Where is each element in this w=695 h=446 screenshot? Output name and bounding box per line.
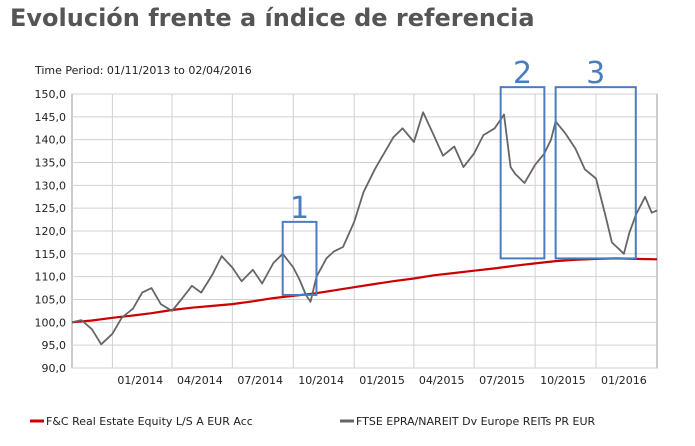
annotation-label-1: 1 [290, 191, 309, 226]
annotation-box-1 [281, 220, 318, 296]
chart-legend: F&C Real Estate Equity L/S A EUR Acc FTSE… [30, 415, 595, 428]
chart-subtitle: Time Period: 01/11/2013 to 02/04/2016 [34, 64, 252, 77]
y-tick-label: 150,0 [35, 88, 67, 101]
legend-entry-1: F&C Real Estate Equity L/S A EUR Acc [46, 415, 253, 428]
x-tick-label: 01/2016 [601, 374, 647, 387]
series-layer [71, 111, 658, 346]
x-tick-label: 10/2015 [540, 374, 586, 387]
y-tick-label: 95,0 [42, 339, 67, 352]
x-tick-label: 07/2014 [237, 374, 283, 387]
slide-title: Evolución frente a índice de referencia [10, 4, 535, 32]
legend-entry-2: FTSE EPRA/NAREIT Dv Europe REITs PR EUR [356, 415, 595, 428]
y-tick-label: 90,0 [42, 362, 67, 375]
y-tick-label: 120,0 [35, 225, 67, 238]
y-tick-label: 115,0 [35, 248, 67, 261]
y-tick-label: 145,0 [35, 111, 67, 124]
y-tick-label: 100,0 [35, 316, 67, 329]
annotation-label-2: 2 [513, 56, 532, 91]
y-tick-label: 135,0 [35, 157, 67, 170]
x-tick-label: 07/2015 [479, 374, 525, 387]
x-tick-label: 04/2015 [419, 374, 465, 387]
annotation-box-3 [554, 86, 637, 260]
axis-layer: 90,0 95,0 100,0 105,0 110,0 115,0 120,0 125,0 13… [35, 88, 647, 387]
x-tick-label: 01/2014 [117, 374, 163, 387]
y-tick-label: 125,0 [35, 202, 67, 215]
grid-layer [71, 93, 658, 369]
x-tick-label: 04/2014 [177, 374, 223, 387]
series-line-1 [71, 257, 658, 324]
y-tick-label: 110,0 [35, 271, 67, 284]
x-tick-label: 10/2014 [298, 374, 344, 387]
annotation-layer: 1 2 3 [281, 56, 637, 296]
y-tick-label: 140,0 [35, 134, 67, 147]
series-line-2 [71, 111, 658, 346]
x-tick-label: 01/2015 [359, 374, 405, 387]
y-tick-label: 130,0 [35, 179, 67, 192]
y-tick-label: 105,0 [35, 294, 67, 307]
annotation-box-2 [499, 86, 546, 260]
annotation-label-3: 3 [586, 56, 605, 91]
